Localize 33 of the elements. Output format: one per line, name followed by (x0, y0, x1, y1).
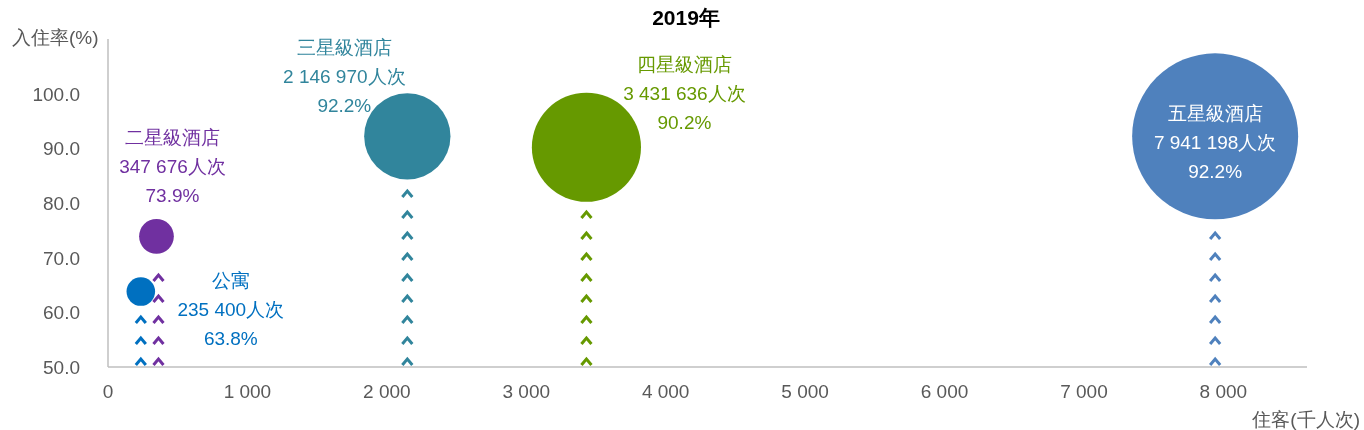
annotation: 235 400人次 (177, 298, 285, 320)
x-tick-label: 4 000 (641, 381, 690, 402)
annotation: 347 676人次 (119, 156, 226, 178)
annotation: 90.2% (657, 112, 712, 134)
y-axis-title: 入住率(%) (12, 27, 99, 48)
y-tick-label: 80.0 (43, 193, 80, 214)
text: 公寓 (211, 269, 250, 291)
x-tick-label: 6 000 (920, 381, 969, 402)
annotation: 3 431 636人次 (623, 83, 746, 105)
annotation: 7 941 198人次 (1153, 132, 1277, 154)
annotation: 63.8% (203, 327, 258, 349)
x-tick-label: 0 (102, 381, 114, 402)
annotation: 92.2% (317, 95, 372, 117)
series-label: 四星級酒店 (636, 54, 732, 76)
y-tick-label: 70.0 (43, 247, 80, 269)
annotation: 92.2% (1188, 161, 1243, 183)
chart-title: 2019年 (652, 6, 720, 29)
y-tick-label: 100.0 (32, 83, 80, 105)
text: 二星級酒店 (124, 127, 220, 149)
x-tick-label: 3 000 (502, 381, 551, 402)
y-tick-label: 50.0 (43, 357, 80, 378)
series-label: 三星級酒店 (296, 37, 392, 59)
annotation: 2 146 970人次 (283, 66, 406, 88)
y-tick-label: 60.0 (43, 302, 80, 324)
series-label: 五星級酒店 (1167, 103, 1263, 125)
x-tick-label: 5 000 (781, 381, 829, 402)
y-tick-label: 90.0 (43, 138, 80, 160)
x-tick-label: 2 000 (363, 381, 411, 402)
annotation: 73.9% (145, 185, 200, 207)
x-axis-title: 住客(千人次) (1251, 409, 1360, 430)
x-tick-label: 8 000 (1199, 381, 1248, 402)
x-tick-label: 1 000 (223, 381, 272, 402)
x-tick-label: 7 000 (1060, 381, 1108, 402)
